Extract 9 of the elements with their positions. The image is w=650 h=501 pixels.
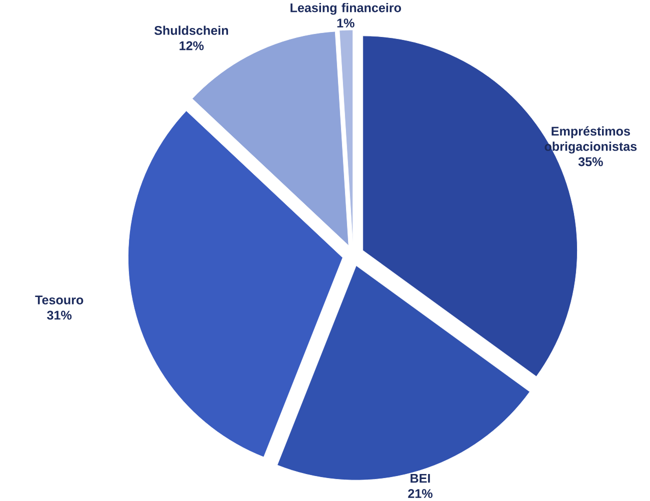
slice-label: Leasing financeiro (290, 2, 402, 15)
data-label: 35% (578, 157, 603, 166)
data-label: 31% (47, 310, 72, 320)
data-label: 1% (337, 18, 354, 28)
slice-label: Shuldschein (154, 26, 228, 35)
data-label: 21% (408, 489, 432, 498)
data-label: 12% (180, 41, 204, 50)
slice-label: Tesouro (35, 296, 84, 304)
slice-label: BEI (410, 474, 430, 483)
